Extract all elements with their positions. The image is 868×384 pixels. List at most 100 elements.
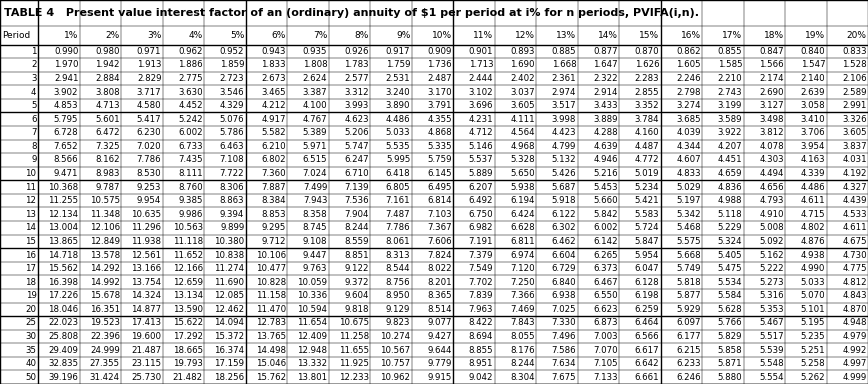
Text: 8.244: 8.244 — [510, 359, 535, 368]
Text: 4.039: 4.039 — [676, 128, 700, 137]
Text: 0.980: 0.980 — [95, 47, 120, 56]
Text: 9.077: 9.077 — [427, 318, 452, 328]
Text: 8.306: 8.306 — [220, 183, 245, 192]
Text: 17.159: 17.159 — [214, 359, 245, 368]
Text: 20: 20 — [25, 305, 36, 314]
Text: 3.685: 3.685 — [676, 115, 700, 124]
Text: 15.562: 15.562 — [49, 264, 78, 273]
Text: 3.058: 3.058 — [800, 101, 825, 110]
Text: 1.942: 1.942 — [95, 60, 120, 70]
Text: 17.292: 17.292 — [173, 332, 203, 341]
Text: 5.453: 5.453 — [593, 183, 618, 192]
Text: 1%: 1% — [64, 31, 78, 40]
Text: 5.070: 5.070 — [800, 291, 825, 300]
Text: 6.550: 6.550 — [593, 291, 618, 300]
Text: 22.023: 22.023 — [49, 318, 78, 328]
Text: 11.654: 11.654 — [297, 318, 327, 328]
Text: 7.161: 7.161 — [385, 196, 411, 205]
Text: 6.642: 6.642 — [635, 359, 659, 368]
Text: 4.793: 4.793 — [760, 196, 784, 205]
Text: 8.863: 8.863 — [220, 196, 245, 205]
Text: 4.659: 4.659 — [718, 169, 742, 178]
Text: 11: 11 — [25, 183, 36, 192]
Text: 7.139: 7.139 — [345, 183, 369, 192]
Text: 13.166: 13.166 — [131, 264, 161, 273]
Text: 4.997: 4.997 — [842, 359, 866, 368]
Text: 8%: 8% — [354, 31, 369, 40]
Text: 9.604: 9.604 — [345, 291, 369, 300]
Text: 0.909: 0.909 — [427, 47, 452, 56]
Text: 6.097: 6.097 — [676, 318, 700, 328]
Text: 5.583: 5.583 — [635, 210, 659, 219]
Text: 10.477: 10.477 — [256, 264, 286, 273]
Text: 5.829: 5.829 — [718, 332, 742, 341]
Text: 25.808: 25.808 — [49, 332, 78, 341]
Text: 7.887: 7.887 — [261, 183, 286, 192]
Text: 6.177: 6.177 — [676, 332, 700, 341]
Text: 4.494: 4.494 — [760, 169, 784, 178]
Text: 17.226: 17.226 — [49, 291, 78, 300]
Text: 8.061: 8.061 — [385, 237, 411, 246]
Text: 4.938: 4.938 — [800, 250, 825, 260]
Text: 25: 25 — [25, 318, 36, 328]
Text: 7.325: 7.325 — [95, 142, 120, 151]
Text: 7.702: 7.702 — [469, 278, 493, 287]
Text: 2.589: 2.589 — [842, 88, 866, 96]
Text: 8.853: 8.853 — [261, 210, 286, 219]
Text: 5.076: 5.076 — [220, 115, 245, 124]
Text: 11.258: 11.258 — [339, 332, 369, 341]
Text: 3.922: 3.922 — [718, 128, 742, 137]
Text: 3.589: 3.589 — [718, 115, 742, 124]
Text: 10.594: 10.594 — [298, 305, 327, 314]
Text: 8.951: 8.951 — [469, 359, 493, 368]
Text: 2: 2 — [31, 60, 36, 70]
Text: 7.786: 7.786 — [385, 223, 411, 232]
Text: 5.262: 5.262 — [800, 373, 825, 382]
Text: 9.471: 9.471 — [54, 169, 78, 178]
Text: 10.368: 10.368 — [49, 183, 78, 192]
Text: 10.567: 10.567 — [380, 346, 411, 354]
Text: 3.352: 3.352 — [635, 101, 659, 110]
Text: 1.736: 1.736 — [427, 60, 452, 70]
Text: 5.162: 5.162 — [760, 250, 784, 260]
Text: 4.303: 4.303 — [760, 156, 784, 164]
Text: 6.467: 6.467 — [593, 278, 618, 287]
Text: 11.470: 11.470 — [256, 305, 286, 314]
Text: 2.829: 2.829 — [137, 74, 161, 83]
Text: 5.818: 5.818 — [676, 278, 700, 287]
Text: 9.712: 9.712 — [261, 237, 286, 246]
Text: 7.020: 7.020 — [137, 142, 161, 151]
Text: 13%: 13% — [556, 31, 576, 40]
Text: 3.037: 3.037 — [510, 88, 535, 96]
Text: 18.046: 18.046 — [49, 305, 78, 314]
Text: 3: 3 — [31, 74, 36, 83]
Text: 7.330: 7.330 — [552, 318, 576, 328]
Text: 8.566: 8.566 — [54, 156, 78, 164]
Text: 9.108: 9.108 — [303, 237, 327, 246]
Text: 6.142: 6.142 — [593, 237, 618, 246]
Text: 7.133: 7.133 — [593, 373, 618, 382]
Text: 6.811: 6.811 — [510, 237, 535, 246]
Text: 24.999: 24.999 — [90, 346, 120, 354]
Text: 6.259: 6.259 — [635, 305, 659, 314]
Text: 7.025: 7.025 — [552, 305, 576, 314]
Text: 5.467: 5.467 — [760, 318, 784, 328]
Text: 5.475: 5.475 — [718, 264, 742, 273]
Text: 14.094: 14.094 — [214, 318, 245, 328]
Text: 9.295: 9.295 — [261, 223, 286, 232]
Text: 4.802: 4.802 — [800, 223, 825, 232]
Text: 10.336: 10.336 — [297, 291, 327, 300]
Text: 15.622: 15.622 — [173, 318, 203, 328]
Text: 3.993: 3.993 — [345, 101, 369, 110]
Text: 7.191: 7.191 — [469, 237, 493, 246]
Text: 6.974: 6.974 — [510, 250, 535, 260]
Text: 0.855: 0.855 — [718, 47, 742, 56]
Text: 2.723: 2.723 — [220, 74, 245, 83]
Text: 5.759: 5.759 — [427, 156, 452, 164]
Text: 5.877: 5.877 — [676, 291, 700, 300]
Text: 8.559: 8.559 — [345, 237, 369, 246]
Text: 12: 12 — [25, 196, 36, 205]
Text: 3.546: 3.546 — [220, 88, 245, 96]
Text: 3.605: 3.605 — [510, 101, 535, 110]
Text: 4.288: 4.288 — [593, 128, 618, 137]
